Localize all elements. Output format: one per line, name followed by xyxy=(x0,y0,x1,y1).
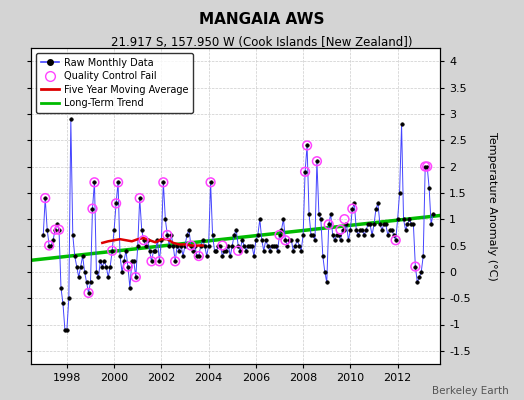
Point xyxy=(423,163,431,170)
Point xyxy=(187,242,195,249)
Legend: Raw Monthly Data, Quality Control Fail, Five Year Moving Average, Long-Term Tren: Raw Monthly Data, Quality Control Fail, … xyxy=(36,53,193,113)
Point xyxy=(218,242,226,249)
Point xyxy=(234,248,243,254)
Point xyxy=(139,237,148,244)
Point xyxy=(348,206,356,212)
Point xyxy=(206,179,215,186)
Point xyxy=(336,226,345,233)
Point xyxy=(41,195,49,201)
Point xyxy=(275,232,283,238)
Point xyxy=(90,179,99,186)
Point xyxy=(84,290,93,296)
Point xyxy=(159,179,168,186)
Point xyxy=(112,200,121,206)
Text: 21.917 S, 157.950 W (Cook Islands [New Zealand]): 21.917 S, 157.950 W (Cook Islands [New Z… xyxy=(111,36,413,49)
Point xyxy=(411,263,420,270)
Point xyxy=(108,248,116,254)
Point xyxy=(51,226,59,233)
Point xyxy=(124,263,132,270)
Point xyxy=(301,168,309,175)
Point xyxy=(136,195,144,201)
Point xyxy=(171,258,179,264)
Point xyxy=(45,242,53,249)
Point xyxy=(132,274,140,280)
Point xyxy=(55,226,63,233)
Point xyxy=(340,216,348,222)
Text: Berkeley Earth: Berkeley Earth xyxy=(432,386,508,396)
Point xyxy=(281,237,290,244)
Point xyxy=(155,258,163,264)
Point xyxy=(303,142,311,149)
Point xyxy=(147,258,156,264)
Point xyxy=(313,158,321,164)
Text: MANGAIA AWS: MANGAIA AWS xyxy=(199,12,325,27)
Point xyxy=(163,232,171,238)
Point xyxy=(391,237,400,244)
Point xyxy=(421,163,429,170)
Y-axis label: Temperature Anomaly (°C): Temperature Anomaly (°C) xyxy=(487,132,497,280)
Point xyxy=(114,179,122,186)
Point xyxy=(324,221,333,228)
Point xyxy=(194,253,203,259)
Point xyxy=(88,206,96,212)
